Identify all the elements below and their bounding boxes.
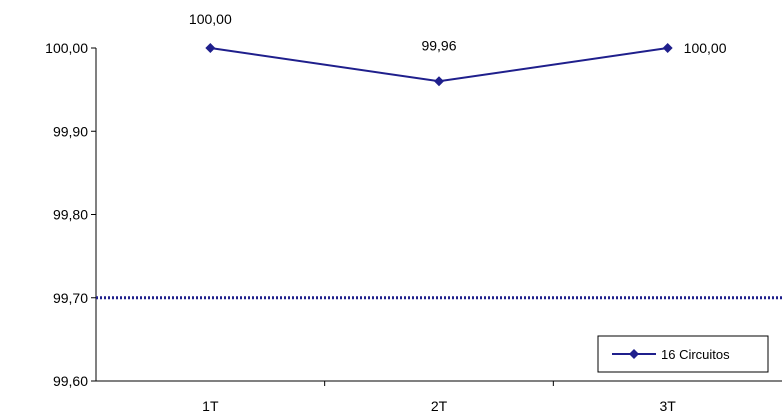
- legend-label: 16 Circuitos: [661, 347, 730, 362]
- x-axis-ticks: 1T 2T 3T: [202, 381, 676, 414]
- data-label: 99,96: [421, 37, 456, 53]
- legend-marker: [629, 349, 639, 359]
- y-axis-ticks: 100,00 99,90 99,80 99,70 99,60: [45, 40, 96, 389]
- data-labels: 100,00 99,96 100,00: [189, 11, 727, 56]
- y-tick-label: 99,60: [53, 373, 88, 389]
- data-point-marker: [434, 76, 444, 87]
- series-group: [205, 43, 673, 87]
- x-tick-label: 1T: [202, 398, 219, 414]
- x-tick-label: 2T: [431, 398, 448, 414]
- legend: 16 Circuitos: [597, 335, 769, 373]
- data-label: 100,00: [684, 40, 727, 56]
- y-tick-label: 99,90: [53, 123, 88, 139]
- x-tick-label: 3T: [659, 398, 676, 414]
- y-tick-label: 100,00: [45, 40, 88, 56]
- y-tick-label: 99,70: [53, 290, 88, 306]
- data-point-marker: [662, 43, 673, 53]
- axes: [95, 48, 782, 382]
- data-point-marker: [205, 43, 216, 53]
- data-label: 100,00: [189, 11, 232, 27]
- y-tick-label: 99,80: [53, 207, 88, 223]
